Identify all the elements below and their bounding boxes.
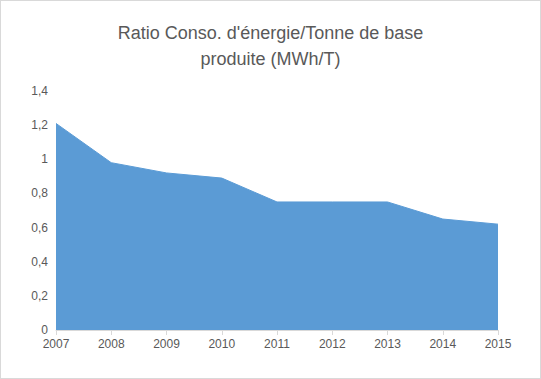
- svg-text:0,2: 0,2: [31, 289, 48, 303]
- svg-text:2007: 2007: [43, 337, 70, 351]
- svg-text:1,2: 1,2: [31, 118, 48, 132]
- svg-text:1,4: 1,4: [31, 84, 48, 98]
- svg-text:Ratio Conso. d'énergie/Tonne d: Ratio Conso. d'énergie/Tonne de base: [118, 23, 424, 43]
- svg-text:0: 0: [41, 323, 48, 337]
- svg-text:2010: 2010: [208, 337, 235, 351]
- svg-text:0,6: 0,6: [31, 221, 48, 235]
- svg-text:2014: 2014: [429, 337, 456, 351]
- svg-text:0,4: 0,4: [31, 255, 48, 269]
- svg-text:produite (MWh/T): produite (MWh/T): [200, 49, 340, 69]
- svg-text:2009: 2009: [153, 337, 180, 351]
- svg-text:0,8: 0,8: [31, 186, 48, 200]
- svg-text:2012: 2012: [319, 337, 346, 351]
- svg-text:1: 1: [41, 152, 48, 166]
- svg-text:2011: 2011: [264, 337, 290, 351]
- svg-text:2008: 2008: [98, 337, 125, 351]
- svg-text:2015: 2015: [485, 337, 512, 351]
- svg-text:2013: 2013: [374, 337, 401, 351]
